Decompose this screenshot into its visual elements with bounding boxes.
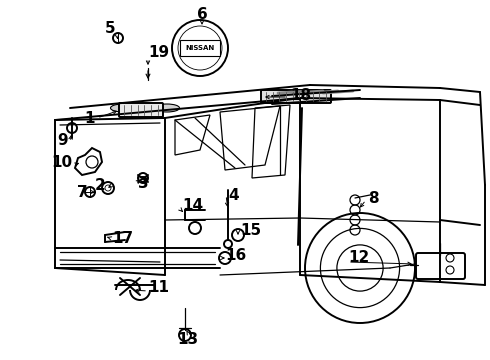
Ellipse shape	[140, 104, 165, 112]
Text: 15: 15	[240, 222, 261, 238]
Text: 18: 18	[290, 87, 311, 103]
Text: 1: 1	[84, 111, 95, 126]
Text: 12: 12	[348, 251, 369, 266]
Text: 5: 5	[104, 21, 115, 36]
Text: 16: 16	[225, 248, 246, 262]
Ellipse shape	[111, 104, 136, 112]
FancyBboxPatch shape	[119, 103, 163, 117]
Text: 6: 6	[196, 6, 207, 22]
Text: NISSAN: NISSAN	[185, 45, 215, 51]
Text: 8: 8	[368, 190, 379, 206]
Text: 10: 10	[51, 154, 72, 170]
Text: 2: 2	[94, 177, 105, 193]
Text: 7: 7	[77, 185, 88, 199]
Text: 14: 14	[182, 198, 203, 212]
Text: 13: 13	[177, 333, 198, 347]
Text: 3: 3	[138, 176, 148, 190]
Text: 9: 9	[57, 132, 68, 148]
Text: 11: 11	[148, 280, 169, 296]
Text: 4: 4	[228, 188, 239, 202]
Text: 17: 17	[112, 230, 133, 246]
Ellipse shape	[124, 104, 149, 112]
FancyBboxPatch shape	[180, 40, 220, 56]
Ellipse shape	[154, 104, 179, 112]
Text: 19: 19	[148, 45, 169, 59]
FancyBboxPatch shape	[261, 90, 331, 103]
